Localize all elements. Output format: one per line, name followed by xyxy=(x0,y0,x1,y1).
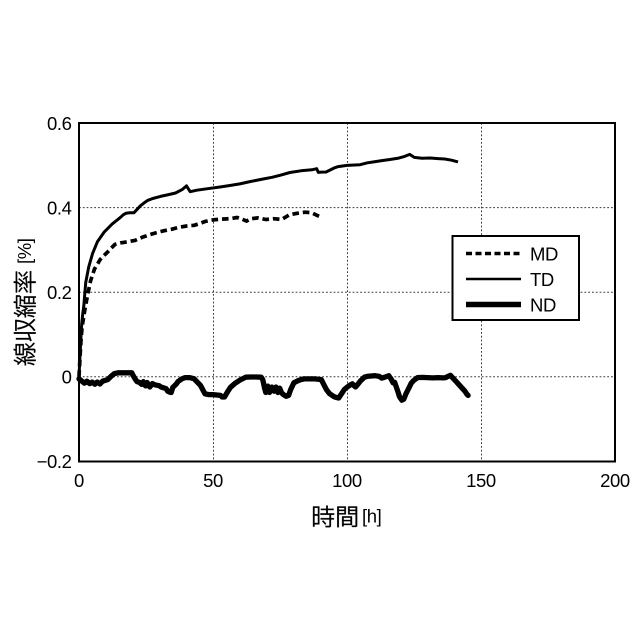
svg-text:[h]: [h] xyxy=(362,505,381,526)
svg-text:−0.2: −0.2 xyxy=(37,451,72,472)
svg-text:0: 0 xyxy=(62,367,72,388)
svg-text:150: 150 xyxy=(466,470,496,491)
svg-text:0.4: 0.4 xyxy=(47,197,72,218)
svg-text:[%]: [%] xyxy=(14,238,35,264)
svg-text:0.6: 0.6 xyxy=(47,113,72,134)
svg-text:200: 200 xyxy=(600,470,630,491)
svg-text:ND: ND xyxy=(530,294,556,315)
svg-text:0.2: 0.2 xyxy=(47,282,72,303)
svg-text:0: 0 xyxy=(74,470,84,491)
svg-text:100: 100 xyxy=(332,470,362,491)
svg-text:50: 50 xyxy=(203,470,223,491)
svg-text:TD: TD xyxy=(530,269,554,290)
svg-text:MD: MD xyxy=(530,243,558,264)
